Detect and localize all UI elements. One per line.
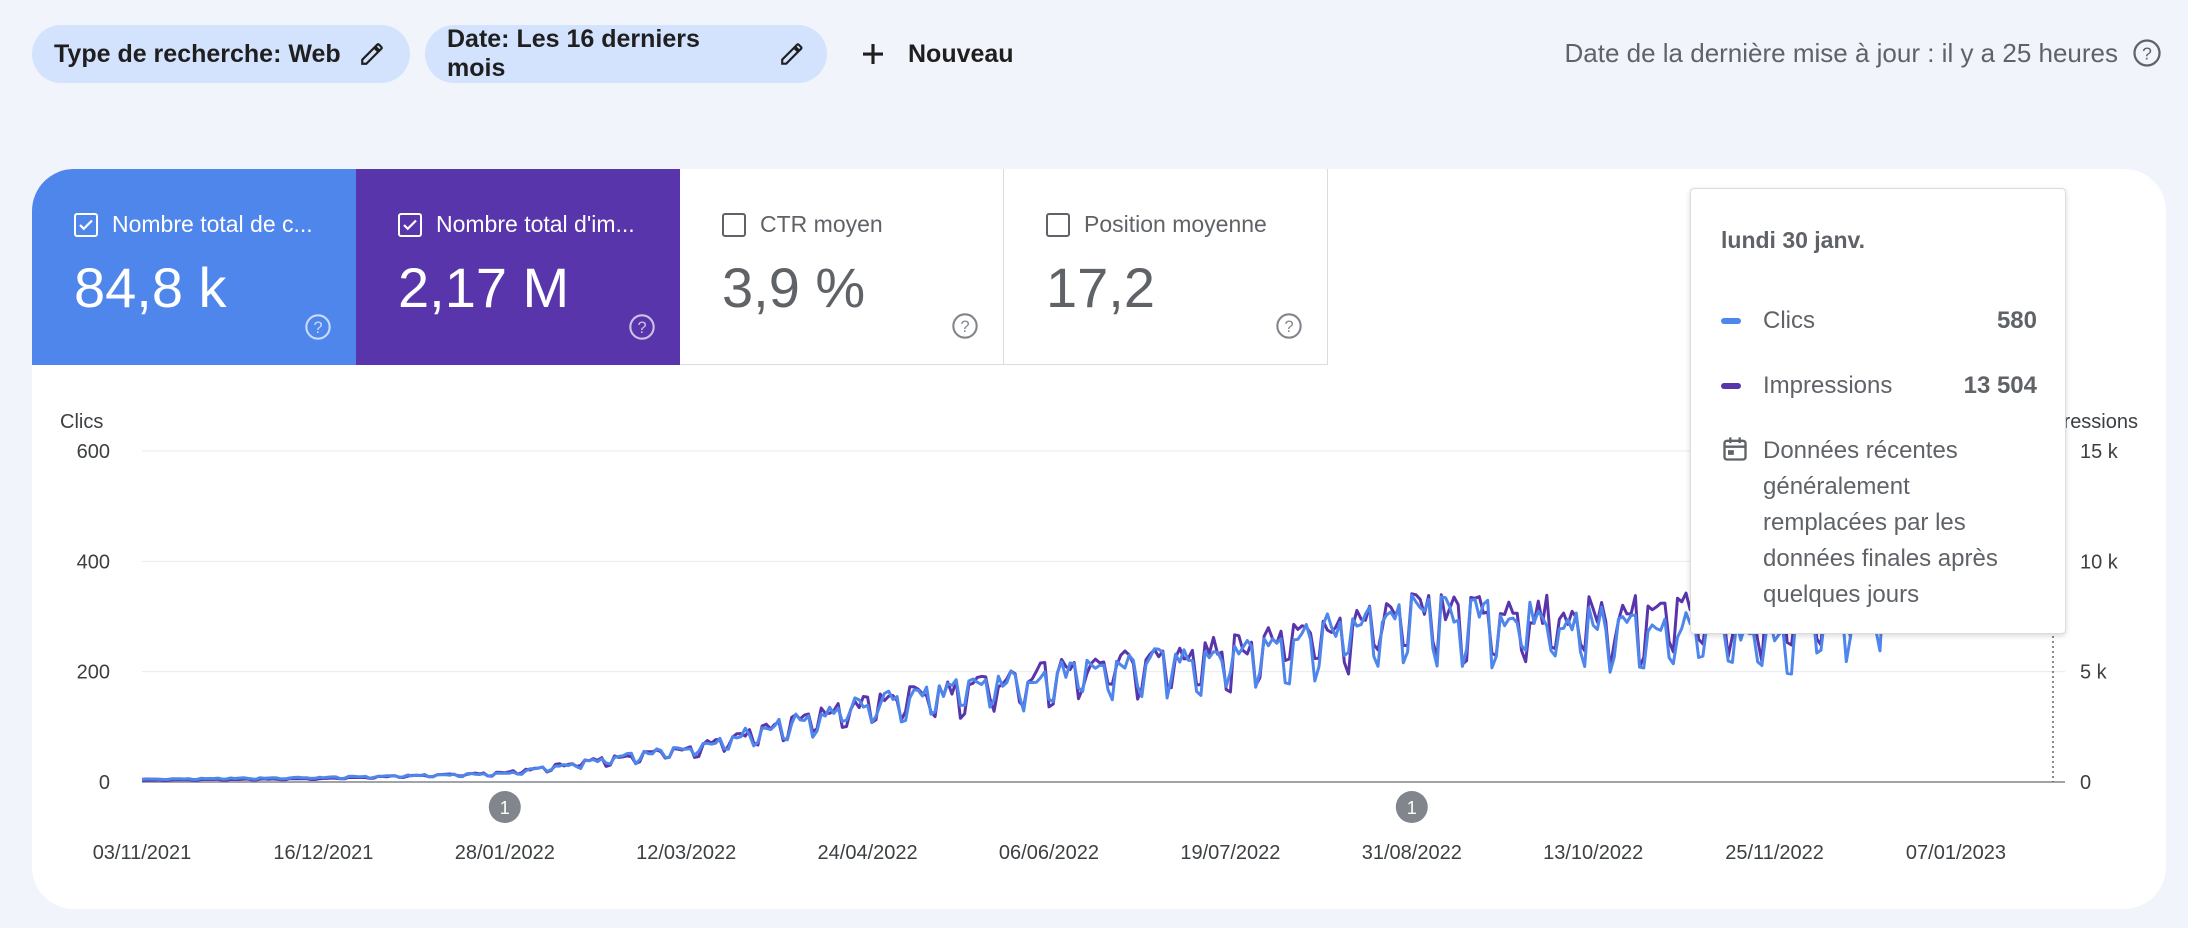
metric-tile-clicks[interactable]: Nombre total de c... 84,8 k ? — [32, 169, 356, 365]
x-tick-label: 03/11/2021 — [93, 842, 192, 864]
y-right-tick-label: 15 k — [2080, 441, 2119, 463]
last-update-text: Date de la dernière mise à jour : il y a… — [1564, 38, 2118, 68]
y-left-tick-label: 400 — [77, 551, 110, 573]
svg-text:?: ? — [2142, 43, 2152, 63]
tooltip-row-impressions: Impressions 13 504 — [1721, 372, 2037, 400]
checkbox-checked-icon[interactable] — [398, 212, 422, 237]
edit-pencil-icon[interactable] — [359, 41, 385, 67]
x-tick-label: 24/04/2022 — [818, 842, 918, 864]
svg-text:?: ? — [637, 319, 646, 337]
annotation-badge-label: 1 — [500, 798, 510, 818]
metric-tile-ctr[interactable]: CTR moyen 3,9 % ? — [680, 169, 1004, 365]
series-line-clicks — [141, 448, 2055, 781]
date-filter-chip[interactable]: Date: Les 16 derniers mois — [425, 25, 827, 83]
tooltip-impressions-label: Impressions — [1763, 372, 1893, 399]
x-tick-label: 16/12/2021 — [273, 842, 373, 864]
tooltip-impressions-value: 13 504 — [1963, 372, 2037, 399]
metric-value: 17,2 — [1046, 256, 1155, 319]
y-left-tick-label: 200 — [77, 662, 110, 684]
x-tick-label: 07/01/2023 — [1906, 842, 2006, 864]
help-icon[interactable]: ? — [951, 312, 979, 340]
plus-icon — [863, 44, 883, 64]
help-icon[interactable]: ? — [1275, 312, 1303, 340]
y-axis-left-label: Clics — [60, 411, 103, 433]
new-filter-label: Nouveau — [908, 39, 1014, 68]
y-left-tick-label: 600 — [77, 441, 110, 463]
x-tick-label: 28/01/2022 — [455, 842, 555, 864]
search-type-filter-label: Type de recherche: Web — [54, 39, 341, 68]
annotation-badge[interactable] — [1395, 791, 1428, 823]
x-tick-label: 31/08/2022 — [1362, 842, 1462, 864]
tooltip-note: Données récentes généralement remplacées… — [1763, 437, 1998, 608]
y-right-tick-label: 5 k — [2080, 662, 2108, 684]
checkbox-checked-icon[interactable] — [74, 212, 98, 237]
help-icon[interactable]: ? — [628, 313, 656, 341]
checkbox-unchecked-icon[interactable] — [722, 212, 746, 237]
edit-pencil-icon[interactable] — [779, 41, 805, 67]
search-type-filter-chip[interactable]: Type de recherche: Web — [32, 25, 410, 83]
chart-tooltip: lundi 30 janv. Clics 580 Impressions 13 … — [1690, 188, 2066, 634]
svg-text:?: ? — [1284, 318, 1293, 336]
tooltip-date: lundi 30 janv. — [1721, 227, 1865, 253]
annotation-badge-label: 1 — [1407, 798, 1417, 818]
svg-text:?: ? — [313, 319, 322, 337]
x-tick-label: 06/06/2022 — [999, 842, 1099, 864]
date-filter-label: Date: Les 16 derniers mois — [447, 25, 700, 82]
help-icon[interactable]: ? — [304, 313, 332, 341]
svg-text:?: ? — [960, 318, 969, 336]
performance-card: Nombre total de c... 84,8 k ? Nombre tot… — [32, 169, 2166, 909]
help-icon[interactable]: ? — [2132, 38, 2162, 68]
tooltip-row-clicks: Clics 580 — [1721, 307, 2037, 335]
x-tick-label: 25/11/2022 — [1725, 842, 1824, 864]
metric-label: Nombre total de c... — [112, 211, 313, 237]
tooltip-clicks-value: 580 — [1996, 307, 2037, 334]
metric-value: 3,9 % — [722, 256, 866, 319]
tooltip-clicks-label: Clics — [1763, 307, 1815, 334]
new-filter-button[interactable]: Nouveau — [858, 25, 1014, 83]
metric-value: 84,8 k — [74, 256, 227, 319]
metric-label: Nombre total d'im... — [436, 211, 635, 237]
x-tick-label: 13/10/2022 — [1543, 842, 1643, 864]
x-tick-label: 19/07/2022 — [1180, 842, 1280, 864]
metric-tile-position[interactable]: Position moyenne 17,2 ? — [1004, 169, 1328, 365]
metric-value: 2,17 M — [398, 256, 570, 319]
metric-label: Position moyenne — [1084, 211, 1267, 237]
metric-label: CTR moyen — [760, 211, 883, 237]
annotation-badge[interactable] — [488, 791, 521, 823]
y-left-tick-label: 0 — [99, 772, 110, 794]
x-tick-label: 12/03/2022 — [636, 842, 736, 864]
checkbox-unchecked-icon[interactable] — [1046, 212, 1070, 237]
calendar-icon — [1723, 437, 1747, 461]
y-right-tick-label: 10 k — [2080, 551, 2119, 573]
metric-tile-impressions[interactable]: Nombre total d'im... 2,17 M ? — [356, 169, 680, 365]
clicks-swatch — [1721, 318, 1741, 324]
impressions-swatch — [1721, 383, 1741, 389]
y-right-tick-label: 0 — [2080, 772, 2091, 794]
